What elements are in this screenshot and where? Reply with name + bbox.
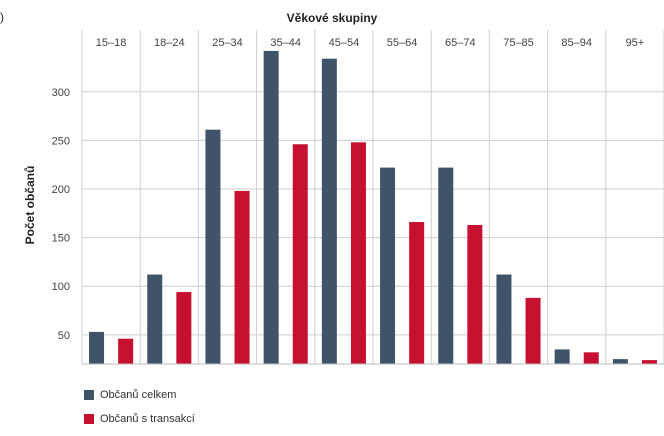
x-tick-label-2: 25–34 (212, 37, 243, 49)
x-tick-label-7: 75–85 (503, 37, 534, 49)
x-tick-label-3: 35–44 (270, 37, 301, 49)
bar-series1-7 (496, 274, 512, 364)
legend: Občanů celkem Občanů s transakcí (84, 388, 195, 436)
legend-label-total: Občanů celkem (100, 389, 177, 401)
y-tick-label-250: 250 (52, 135, 70, 147)
x-tick-label-8: 85–94 (561, 37, 592, 49)
x-tick-label-4: 45–54 (329, 37, 360, 49)
bar-series2-2 (234, 190, 250, 364)
stray-parenthesis: ) (0, 10, 4, 24)
x-tick-label-5: 55–64 (387, 37, 418, 49)
bar-series2-5 (409, 222, 425, 364)
bar-series1-6 (438, 167, 454, 364)
legend-swatch-total (84, 390, 94, 400)
bar-series1-8 (554, 349, 570, 364)
y-tick-label-100: 100 (52, 281, 70, 293)
legend-swatch-transactions (84, 414, 94, 424)
y-tick-label-50: 50 (58, 330, 70, 342)
bar-series2-8 (583, 352, 599, 364)
x-tick-label-1: 18–24 (154, 37, 185, 49)
x-tick-label-6: 65–74 (445, 37, 476, 49)
bar-series2-9 (641, 360, 657, 364)
bar-series2-3 (292, 144, 308, 364)
bar-chart: 50 100 150 200 250 300 15–18 18–24 25–34 35–44 45–… (52, 30, 664, 365)
legend-item-total: Občanů celkem (84, 388, 195, 402)
y-tick-label-300: 300 (52, 87, 70, 99)
x-tick-label-0: 15–18 (96, 37, 127, 49)
legend-label-transactions: Občanů s transakcí (100, 413, 195, 425)
bar-series1-1 (147, 274, 163, 364)
bar-series2-4 (350, 142, 366, 364)
x-tick-label-9: 95+ (626, 37, 645, 49)
bar-series1-5 (380, 167, 396, 364)
bar-series1-0 (89, 331, 105, 364)
bar-series1-4 (321, 58, 337, 365)
bar-series2-6 (467, 224, 483, 364)
bar-series2-7 (525, 297, 541, 364)
legend-item-transactions: Občanů s transakcí (84, 412, 195, 426)
y-tick-label-150: 150 (52, 233, 70, 245)
bar-series1-3 (263, 50, 279, 364)
bar-series1-2 (205, 129, 221, 364)
bar-series2-1 (176, 292, 192, 364)
y-tick-label-200: 200 (52, 184, 70, 196)
chart-title: Věkové skupiny (286, 11, 378, 25)
bar-series1-9 (612, 359, 628, 364)
bar-series2-0 (118, 338, 134, 364)
